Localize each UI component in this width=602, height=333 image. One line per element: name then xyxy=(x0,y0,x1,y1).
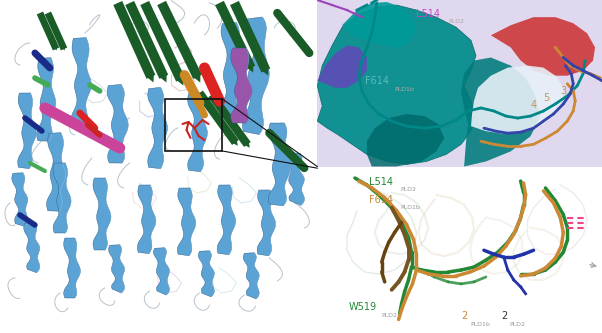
Polygon shape xyxy=(268,123,290,206)
Polygon shape xyxy=(108,245,125,293)
Polygon shape xyxy=(137,185,156,254)
Text: PLD1b: PLD1b xyxy=(395,87,415,92)
Text: 5: 5 xyxy=(544,93,550,103)
Polygon shape xyxy=(37,58,55,141)
Polygon shape xyxy=(243,17,269,135)
Polygon shape xyxy=(154,248,169,295)
Polygon shape xyxy=(199,251,214,297)
Polygon shape xyxy=(317,45,367,88)
Polygon shape xyxy=(257,190,276,256)
Text: F614: F614 xyxy=(365,76,389,86)
Text: F614: F614 xyxy=(369,195,393,205)
Polygon shape xyxy=(231,48,252,123)
Text: 4: 4 xyxy=(530,100,537,110)
Polygon shape xyxy=(367,114,444,166)
Polygon shape xyxy=(148,87,167,168)
Polygon shape xyxy=(93,178,111,250)
Polygon shape xyxy=(24,223,40,273)
Bar xyxy=(164,99,223,151)
Text: PLD1b: PLD1b xyxy=(470,322,490,327)
Polygon shape xyxy=(12,173,28,226)
Polygon shape xyxy=(64,238,80,298)
Text: PLD1b: PLD1b xyxy=(400,205,420,210)
Text: PLD2: PLD2 xyxy=(382,312,398,317)
Polygon shape xyxy=(471,66,563,134)
Polygon shape xyxy=(217,185,235,255)
Polygon shape xyxy=(17,93,36,168)
Text: PLD2: PLD2 xyxy=(510,322,526,327)
Text: 3: 3 xyxy=(560,86,566,96)
Polygon shape xyxy=(188,92,207,172)
Text: PLD2: PLD2 xyxy=(400,187,417,192)
Text: 2: 2 xyxy=(461,311,467,321)
Polygon shape xyxy=(461,58,541,166)
Text: 2: 2 xyxy=(501,311,507,321)
Polygon shape xyxy=(287,153,305,205)
Polygon shape xyxy=(46,133,66,211)
Polygon shape xyxy=(220,23,241,119)
Polygon shape xyxy=(178,188,196,256)
Text: W519: W519 xyxy=(349,302,377,312)
Polygon shape xyxy=(107,84,128,163)
Polygon shape xyxy=(491,17,595,76)
Polygon shape xyxy=(71,38,92,128)
Text: L514: L514 xyxy=(417,9,441,19)
Polygon shape xyxy=(342,2,417,47)
Text: PLD2: PLD2 xyxy=(448,19,464,24)
Polygon shape xyxy=(53,163,71,233)
Text: L514: L514 xyxy=(369,177,393,187)
Polygon shape xyxy=(243,253,259,299)
Polygon shape xyxy=(317,5,476,165)
